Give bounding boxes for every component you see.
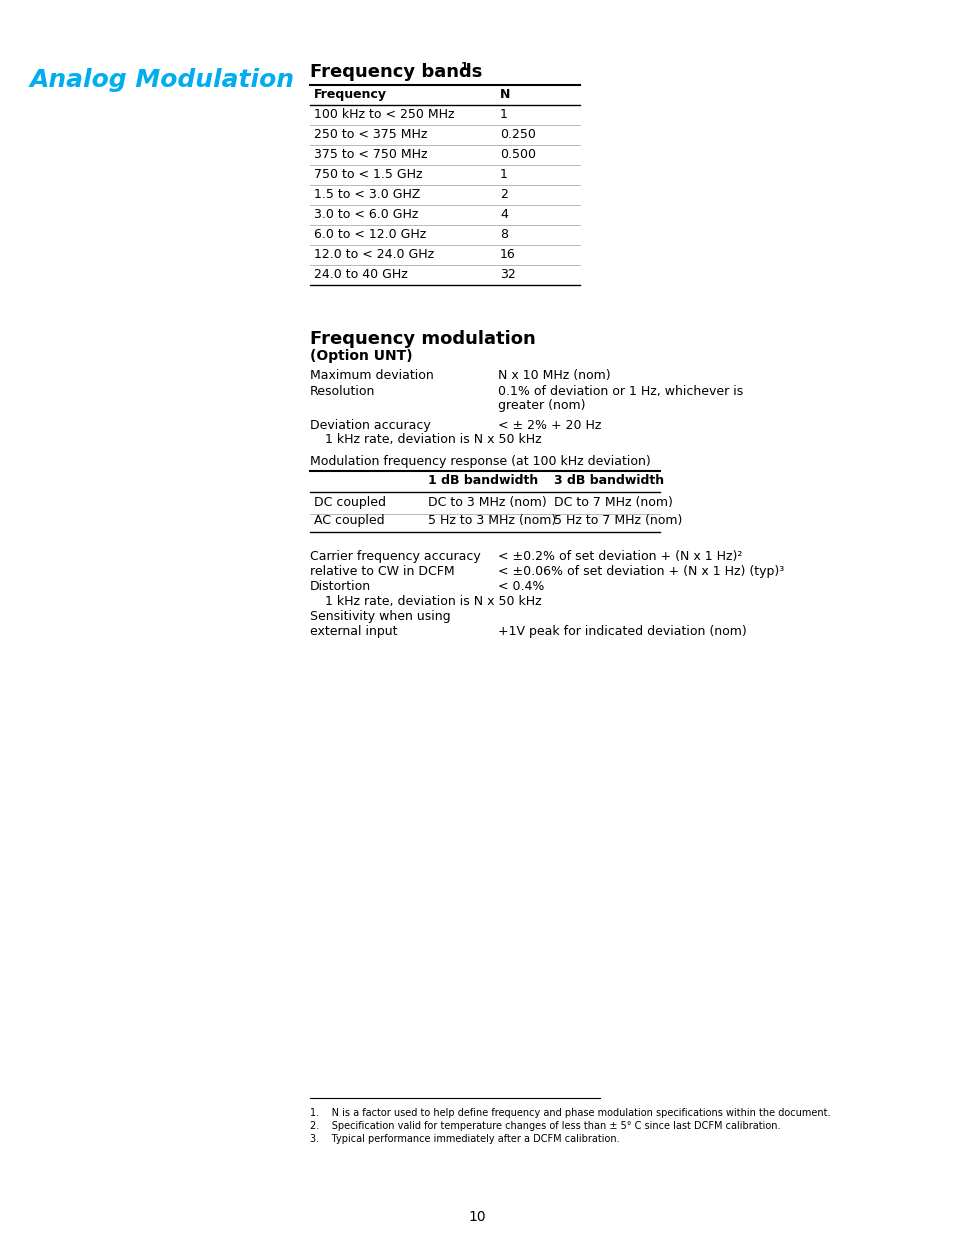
Text: 8: 8	[499, 228, 507, 241]
Text: 1.    N is a factor used to help define frequency and phase modulation specifica: 1. N is a factor used to help define fre…	[310, 1108, 830, 1118]
Text: DC to 3 MHz (nom): DC to 3 MHz (nom)	[428, 496, 546, 509]
Text: 750 to < 1.5 GHz: 750 to < 1.5 GHz	[314, 168, 422, 182]
Text: < ± 2% + 20 Hz: < ± 2% + 20 Hz	[497, 419, 600, 432]
Text: (Option UNT): (Option UNT)	[310, 350, 413, 363]
Text: 1 dB bandwidth: 1 dB bandwidth	[428, 474, 537, 487]
Text: external input: external input	[310, 625, 397, 638]
Text: 1: 1	[499, 107, 507, 121]
Text: 32: 32	[499, 268, 516, 282]
Text: DC to 7 MHz (nom): DC to 7 MHz (nom)	[554, 496, 672, 509]
Text: 4: 4	[499, 207, 507, 221]
Text: Resolution: Resolution	[310, 385, 375, 398]
Text: 16: 16	[499, 248, 516, 261]
Text: Analog Modulation: Analog Modulation	[30, 68, 294, 91]
Text: 1.5 to < 3.0 GHZ: 1.5 to < 3.0 GHZ	[314, 188, 420, 201]
Text: Sensitivity when using: Sensitivity when using	[310, 610, 450, 622]
Text: Distortion: Distortion	[310, 580, 371, 593]
Text: 3 dB bandwidth: 3 dB bandwidth	[554, 474, 663, 487]
Text: 100 kHz to < 250 MHz: 100 kHz to < 250 MHz	[314, 107, 454, 121]
Text: +1V peak for indicated deviation (nom): +1V peak for indicated deviation (nom)	[497, 625, 746, 638]
Text: relative to CW in DCFM: relative to CW in DCFM	[310, 564, 455, 578]
Text: 1: 1	[499, 168, 507, 182]
Text: Deviation accuracy: Deviation accuracy	[310, 419, 431, 432]
Text: < ±0.06% of set deviation + (N x 1 Hz) (typ)³: < ±0.06% of set deviation + (N x 1 Hz) (…	[497, 564, 783, 578]
Text: < ±0.2% of set deviation + (N x 1 Hz)²: < ±0.2% of set deviation + (N x 1 Hz)²	[497, 550, 741, 563]
Text: Frequency: Frequency	[314, 88, 387, 101]
Text: 1 kHz rate, deviation is N x 50 kHz: 1 kHz rate, deviation is N x 50 kHz	[325, 595, 541, 608]
Text: 2.    Specification valid for temperature changes of less than ± 5° C since last: 2. Specification valid for temperature c…	[310, 1121, 780, 1131]
Text: 250 to < 375 MHz: 250 to < 375 MHz	[314, 128, 427, 141]
Text: 1 kHz rate, deviation is N x 50 kHz: 1 kHz rate, deviation is N x 50 kHz	[325, 433, 541, 446]
Text: AC coupled: AC coupled	[314, 514, 384, 527]
Text: N x 10 MHz (nom): N x 10 MHz (nom)	[497, 369, 610, 382]
Text: DC coupled: DC coupled	[314, 496, 386, 509]
Text: 2: 2	[499, 188, 507, 201]
Text: Frequency modulation: Frequency modulation	[310, 330, 536, 348]
Text: 24.0 to 40 GHz: 24.0 to 40 GHz	[314, 268, 407, 282]
Text: Carrier frequency accuracy: Carrier frequency accuracy	[310, 550, 480, 563]
Text: Maximum deviation: Maximum deviation	[310, 369, 434, 382]
Text: 0.250: 0.250	[499, 128, 536, 141]
Text: 6.0 to < 12.0 GHz: 6.0 to < 12.0 GHz	[314, 228, 426, 241]
Text: greater (nom): greater (nom)	[497, 399, 585, 412]
Text: 3.0 to < 6.0 GHz: 3.0 to < 6.0 GHz	[314, 207, 418, 221]
Text: 10: 10	[468, 1210, 485, 1224]
Text: 5 Hz to 7 MHz (nom): 5 Hz to 7 MHz (nom)	[554, 514, 681, 527]
Text: 0.1% of deviation or 1 Hz, whichever is: 0.1% of deviation or 1 Hz, whichever is	[497, 385, 742, 398]
Text: 375 to < 750 MHz: 375 to < 750 MHz	[314, 148, 427, 161]
Text: Frequency bands: Frequency bands	[310, 63, 482, 82]
Text: 0.500: 0.500	[499, 148, 536, 161]
Text: N: N	[499, 88, 510, 101]
Text: 5 Hz to 3 MHz (nom): 5 Hz to 3 MHz (nom)	[428, 514, 556, 527]
Text: < 0.4%: < 0.4%	[497, 580, 544, 593]
Text: 1: 1	[460, 62, 468, 72]
Text: Modulation frequency response (at 100 kHz deviation): Modulation frequency response (at 100 kH…	[310, 454, 650, 468]
Text: 3.    Typical performance immediately after a DCFM calibration.: 3. Typical performance immediately after…	[310, 1134, 619, 1144]
Text: 12.0 to < 24.0 GHz: 12.0 to < 24.0 GHz	[314, 248, 434, 261]
